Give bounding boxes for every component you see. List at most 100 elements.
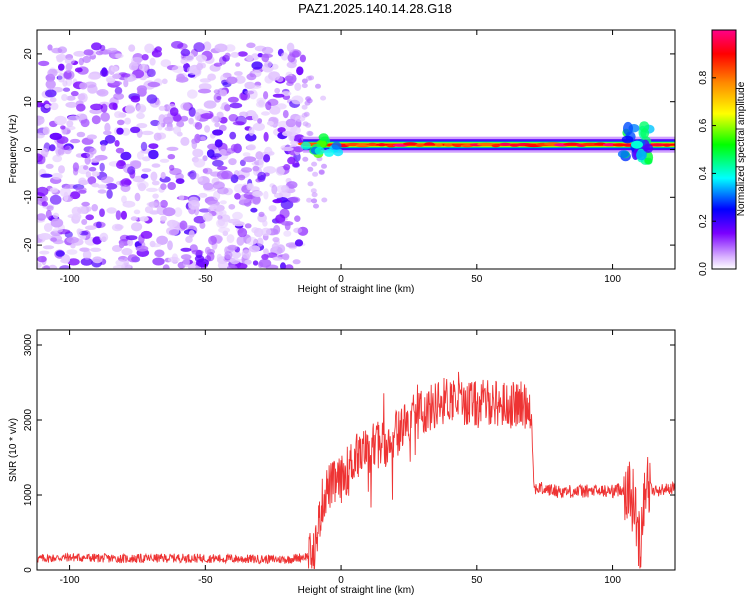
carrier-segment [355, 144, 370, 148]
noise-blob [66, 249, 78, 255]
noise-blob [204, 125, 211, 133]
noise-blob [262, 248, 269, 254]
noise-blob [119, 179, 126, 187]
noise-blob [156, 235, 169, 245]
noise-blob [282, 110, 289, 119]
noise-blob [72, 213, 82, 221]
noise-blob [171, 253, 178, 262]
noise-blob [99, 208, 105, 217]
noise-blob [241, 249, 252, 259]
noise-blob [127, 254, 139, 263]
noise-blob [217, 218, 226, 227]
noise-blob [284, 264, 294, 269]
noise-blob [265, 101, 272, 111]
noise-blob [275, 166, 285, 176]
noise-blob [90, 103, 104, 111]
noise-blob [152, 257, 165, 266]
noise-blob [301, 104, 308, 110]
noise-blob [37, 256, 47, 263]
noise-blob [202, 212, 213, 222]
noise-blob [47, 68, 58, 77]
noise-blob [70, 90, 79, 97]
noise-blob [141, 168, 152, 173]
noise-blob [268, 205, 277, 212]
noise-blob [285, 242, 298, 248]
noise-blob [198, 192, 208, 198]
noise-blob [296, 66, 304, 76]
noise-blob [281, 146, 294, 152]
noise-blob [180, 48, 191, 57]
noise-blob [207, 200, 220, 206]
noise-blob [79, 247, 89, 252]
colorbar-tick-label: 0.2 [698, 214, 709, 228]
noise-blob [78, 179, 89, 186]
noise-blob [125, 235, 138, 241]
noise-blob [196, 176, 203, 182]
noise-blob [171, 41, 184, 49]
noise-blob [140, 230, 153, 239]
noise-blob [39, 195, 48, 203]
noise-blob [78, 57, 85, 66]
noise-blob [246, 42, 256, 49]
onset-blob [318, 133, 329, 142]
noise-blob [136, 123, 148, 129]
snr-xlabel: Height of straight line (km) [298, 585, 415, 596]
noise-blob [49, 132, 62, 140]
noise-blob [286, 42, 295, 53]
snr-frame [36, 329, 676, 571]
noise-blob [194, 122, 203, 130]
noise-blob [148, 143, 159, 150]
noise-blob [245, 133, 257, 142]
carrier-segment [499, 142, 512, 146]
noise-blob [54, 115, 67, 126]
x-tick-label: 0 [338, 274, 344, 285]
noise-blob [287, 156, 296, 165]
noise-blob [80, 257, 93, 266]
noise-blob [55, 54, 67, 61]
noise-blob [219, 149, 227, 156]
noise-blob [234, 262, 248, 269]
noise-blob [116, 127, 124, 135]
onset-blob [300, 141, 311, 150]
x-tick-label: 50 [471, 575, 483, 586]
noise-blob [237, 174, 246, 181]
noise-blob [213, 62, 223, 67]
colorbar-tick-label: 0.8 [698, 70, 709, 84]
noise-blob [103, 130, 112, 136]
noise-blob [37, 153, 43, 163]
noise-blob [76, 228, 82, 235]
noise-blob [224, 104, 231, 112]
noise-blob [250, 207, 258, 213]
noise-blob [92, 256, 103, 264]
noise-blob [268, 71, 281, 81]
noise-blob [169, 164, 175, 171]
noise-blob [50, 102, 59, 111]
noise-blob [115, 147, 125, 154]
noise-blob [115, 210, 122, 221]
noise-blob [43, 223, 53, 232]
noise-blob [232, 121, 245, 126]
noise-blob [151, 163, 161, 168]
carrier-segment [452, 143, 463, 147]
noise-blob [119, 242, 125, 249]
noise-blob [188, 117, 194, 125]
y-tick-label: 0 [23, 567, 34, 573]
noise-blob [130, 126, 141, 133]
noise-blob [123, 179, 132, 186]
noise-blob [227, 264, 238, 269]
noise-blob [198, 208, 211, 213]
spectrogram-ylabel: Frequency (Hz) [8, 115, 19, 184]
noise-blob [124, 117, 131, 125]
noise-blob [280, 52, 289, 61]
noise-blob [212, 159, 224, 167]
noise-blob [121, 127, 131, 136]
noise-blob [173, 126, 182, 135]
noise-blob [83, 49, 94, 56]
noise-blob [160, 215, 167, 222]
noise-blob [244, 223, 252, 229]
noise-blob [251, 61, 263, 70]
carrier-segment [424, 142, 435, 146]
